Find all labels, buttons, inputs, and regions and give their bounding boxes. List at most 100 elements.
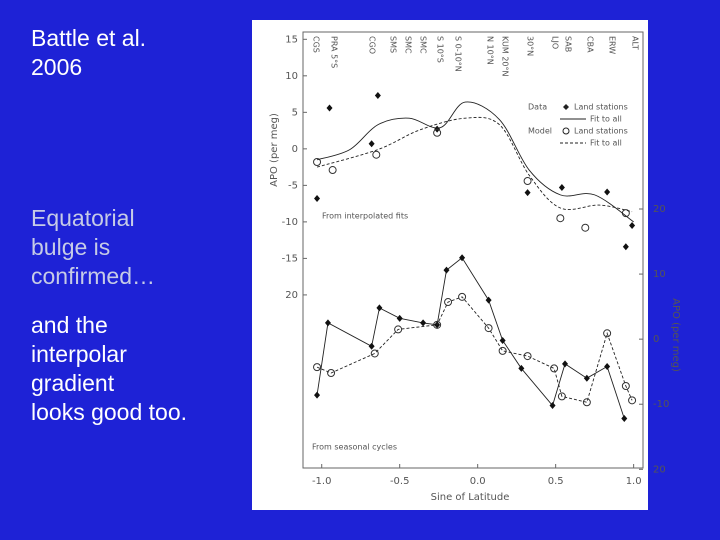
highlight-text: Equatorial bulge is confirmed… xyxy=(31,204,155,291)
data-point xyxy=(562,360,569,368)
model-point xyxy=(550,364,559,373)
station-label: ALT xyxy=(631,36,640,50)
model-point xyxy=(523,176,532,185)
y-axis-label: APO (per meg) xyxy=(269,113,280,187)
series-line xyxy=(316,101,634,223)
y2-tick-label: -10 xyxy=(653,399,669,410)
y-tick-label: 0 xyxy=(292,144,298,155)
model-point xyxy=(458,292,467,301)
data-point xyxy=(368,140,375,148)
title-line: 2006 xyxy=(31,54,83,80)
station-label: KUM 20°N xyxy=(501,36,510,77)
station-label: SMS xyxy=(389,36,398,53)
data-point xyxy=(420,319,427,327)
y-tick-label: -10 xyxy=(282,217,298,228)
y2-axis-label: APO (per meg) xyxy=(670,298,681,372)
model-point xyxy=(582,398,591,407)
data-point xyxy=(622,243,629,251)
data-point xyxy=(376,304,383,312)
model-point xyxy=(394,325,403,334)
data-point xyxy=(604,362,611,370)
y2-tick-label: 20 xyxy=(653,204,666,215)
model-point xyxy=(372,150,381,159)
model-point xyxy=(433,128,442,137)
series-line xyxy=(316,116,633,213)
legend-group: Model xyxy=(528,127,552,136)
model-point xyxy=(433,320,442,329)
data-point xyxy=(518,364,525,372)
y-tick-label: 15 xyxy=(285,34,298,45)
station-label: SMC xyxy=(404,36,413,54)
y-tick-label: 10 xyxy=(285,71,298,82)
body-text: and the interpolar gradient looks good t… xyxy=(31,311,187,427)
legend-item: Fit to all xyxy=(590,139,622,148)
x-tick-label: -0.5 xyxy=(390,476,410,487)
slide-title: Battle et al. 2006 xyxy=(31,24,146,82)
model-point xyxy=(327,368,336,377)
y-tick-label: -5 xyxy=(288,180,298,191)
body-line: interpolar xyxy=(31,341,127,367)
highlight-line: confirmed… xyxy=(31,263,155,289)
station-label: SAB xyxy=(564,36,573,52)
x-tick-label: 1.0 xyxy=(626,476,642,487)
data-point xyxy=(443,266,450,274)
station-label: S 10°S xyxy=(436,36,445,63)
station-label: PRA 5°S xyxy=(330,36,339,68)
data-point xyxy=(629,222,636,230)
series-line xyxy=(316,296,633,403)
model-point xyxy=(557,392,566,401)
y-tick-label: -15 xyxy=(282,253,298,264)
annotation: From interpolated fits xyxy=(322,212,408,221)
body-line: looks good too. xyxy=(31,399,188,425)
model-point xyxy=(328,166,337,175)
data-point xyxy=(621,415,628,423)
data-point xyxy=(604,188,611,196)
model-point xyxy=(313,157,322,166)
data-point xyxy=(368,342,375,350)
model-point xyxy=(556,214,565,223)
plot-frame xyxy=(302,31,644,469)
model-point xyxy=(523,352,532,361)
legend-item: Fit to all xyxy=(590,115,622,124)
data-point xyxy=(374,92,381,100)
model-point xyxy=(313,363,322,372)
station-label: 30°N xyxy=(526,36,535,56)
y2-tick-label: 0 xyxy=(653,334,659,345)
station-label: CBA xyxy=(586,36,595,53)
data-point xyxy=(524,189,531,197)
x-axis-label: Sine of Latitude xyxy=(431,492,510,503)
body-line: and the xyxy=(31,312,108,338)
legend-item: Land stations xyxy=(574,103,628,112)
data-point xyxy=(499,336,506,344)
figure-background xyxy=(252,20,648,510)
model-point xyxy=(581,223,590,232)
model-point xyxy=(370,349,379,358)
data-point xyxy=(459,254,466,262)
legend-item: Land stations xyxy=(574,127,628,136)
body-line: gradient xyxy=(31,370,115,396)
station-label: LJO xyxy=(551,36,560,49)
station-label: CGS xyxy=(312,36,321,53)
legend-marker xyxy=(563,104,569,110)
station-label: CGO xyxy=(368,36,377,54)
station-label: ERW xyxy=(608,36,617,54)
data-point xyxy=(396,314,403,322)
model-point xyxy=(603,329,612,338)
title-line: Battle et al. xyxy=(31,25,147,51)
data-point xyxy=(326,104,333,112)
data-point xyxy=(583,374,590,382)
model-point xyxy=(444,298,453,307)
annotation: From seasonal cycles xyxy=(312,443,397,452)
model-point xyxy=(498,346,507,355)
data-point xyxy=(314,195,321,203)
model-point xyxy=(621,382,630,391)
x-tick-label: 0.0 xyxy=(470,476,486,487)
data-point xyxy=(558,184,565,192)
y-tick-label: 5 xyxy=(292,107,298,118)
data-point xyxy=(324,319,331,327)
data-point xyxy=(549,402,556,410)
y2-tick-label: 20 xyxy=(653,464,666,475)
y2-tick-label: 10 xyxy=(653,269,666,280)
